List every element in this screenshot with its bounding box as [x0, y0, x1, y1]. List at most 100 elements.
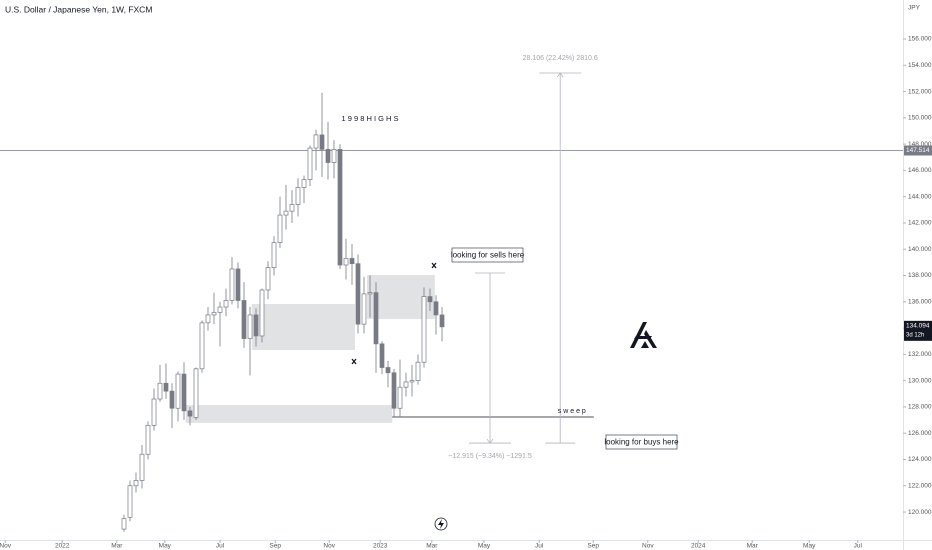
candle-body — [193, 368, 199, 418]
x-tick-label: Mar — [747, 543, 759, 550]
x-tick-label: Jul — [535, 543, 544, 550]
candle-body — [289, 204, 295, 212]
y-tick-label: 154.000 — [908, 62, 932, 69]
candle-body — [325, 149, 331, 163]
x-tick-label: 2024 — [691, 543, 706, 550]
candle-body — [241, 300, 247, 339]
candle-body — [139, 453, 145, 481]
candle-body — [127, 485, 133, 518]
candle-body — [163, 382, 169, 392]
candle-body — [235, 268, 241, 301]
x-tick-label: Jul — [854, 543, 863, 550]
y-tick-label: 132.000 — [908, 351, 932, 358]
candle-body — [427, 296, 433, 303]
candle-body — [145, 424, 151, 455]
y-tick-label: 130.000 — [908, 377, 932, 384]
x-tick-label: 2022 — [55, 543, 70, 550]
candle-body — [313, 134, 319, 149]
lightning-icon — [434, 517, 448, 531]
candle-body — [301, 179, 307, 188]
candle-body — [211, 311, 217, 316]
candle-body — [151, 398, 157, 426]
candle-body — [223, 300, 229, 308]
candle-body — [187, 410, 193, 417]
buys-box — [605, 434, 678, 450]
candle-body — [175, 373, 181, 409]
candle-body — [217, 306, 223, 313]
sells-box — [451, 247, 524, 263]
candle-body — [319, 134, 325, 150]
candle-body — [253, 314, 259, 337]
candle-body — [307, 147, 313, 180]
candle-body — [271, 242, 277, 268]
measure-arrow — [486, 438, 494, 444]
candle-body — [199, 322, 205, 370]
candle-body — [265, 267, 271, 291]
candle-body — [403, 381, 409, 388]
x-tick-label: 2023 — [373, 543, 388, 550]
x-tick-label: May — [159, 543, 172, 550]
candle-body — [259, 289, 265, 337]
x-marks — [351, 262, 437, 365]
candle-body — [367, 292, 373, 295]
highs-annotation: 1 9 9 8 H I G H S — [341, 114, 398, 123]
candle-body — [379, 343, 385, 368]
logo — [630, 322, 657, 348]
candle-body — [133, 480, 139, 487]
buys-annotation: looking for buys here — [604, 438, 679, 447]
y-tick-label: 128.000 — [908, 404, 932, 411]
y-tick-label: 152.000 — [908, 88, 932, 95]
currency-label: JPY — [908, 5, 921, 12]
candle-body — [349, 258, 355, 265]
price-line-label: 147.514 — [906, 147, 930, 154]
countdown-label: 3d 12h — [906, 332, 924, 338]
candle-body — [181, 373, 187, 412]
x-tick-label: Nov — [0, 543, 12, 550]
y-tick-label: 140.000 — [908, 246, 932, 253]
x-tick-label: Sep — [587, 543, 599, 550]
y-tick-label: 124.000 — [908, 456, 932, 463]
measure-label: −12.915 (−9.34%) −1291.5 — [448, 453, 532, 460]
y-tick-label: 122.000 — [908, 482, 932, 489]
y-tick-label: 136.000 — [908, 299, 932, 306]
y-tick-label: 142.000 — [908, 220, 932, 227]
sells-annotation: looking for sells here — [451, 251, 525, 260]
candle-body — [247, 314, 253, 339]
sweep-label: s w e e p — [558, 408, 586, 415]
y-tick-label: 138.000 — [908, 272, 932, 279]
measure-label: 28.106 (22.42%) 2810.6 — [523, 55, 598, 62]
x-tick-label: May — [803, 543, 816, 550]
candle-body — [385, 367, 391, 374]
candle-body — [337, 149, 343, 266]
candle-body — [331, 149, 337, 163]
last-price-tag — [904, 320, 932, 341]
price-line-tag — [904, 145, 932, 156]
candle-body — [343, 258, 349, 266]
candle-body — [397, 386, 403, 409]
candle-body — [415, 361, 421, 381]
y-tick-label: 126.000 — [908, 430, 932, 437]
candle-body — [295, 187, 301, 205]
candle-body — [409, 380, 415, 383]
candle-body — [121, 518, 127, 530]
candle-body — [361, 293, 367, 325]
x-tick-label: Nov — [323, 543, 335, 550]
x-tick-label: Sep — [269, 543, 281, 550]
zone — [251, 304, 356, 351]
x-tick-label: Mar — [111, 543, 123, 550]
chart-title: U.S. Dollar / Japanese Yen, 1W, FXCM — [5, 4, 152, 14]
candle-body — [391, 372, 397, 409]
x-tick-label: Mar — [426, 543, 438, 550]
candle-body — [157, 382, 163, 400]
candle-body — [433, 301, 439, 316]
candle-body — [277, 214, 283, 244]
y-tick-label: 146.000 — [908, 167, 932, 174]
y-tick-label: 150.000 — [908, 115, 932, 122]
candle-body — [355, 263, 361, 325]
x-tick-label: Nov — [642, 543, 654, 550]
x-tick-label: Jul — [216, 543, 225, 550]
plot — [0, 72, 903, 532]
x-tick-label: May — [478, 543, 491, 550]
